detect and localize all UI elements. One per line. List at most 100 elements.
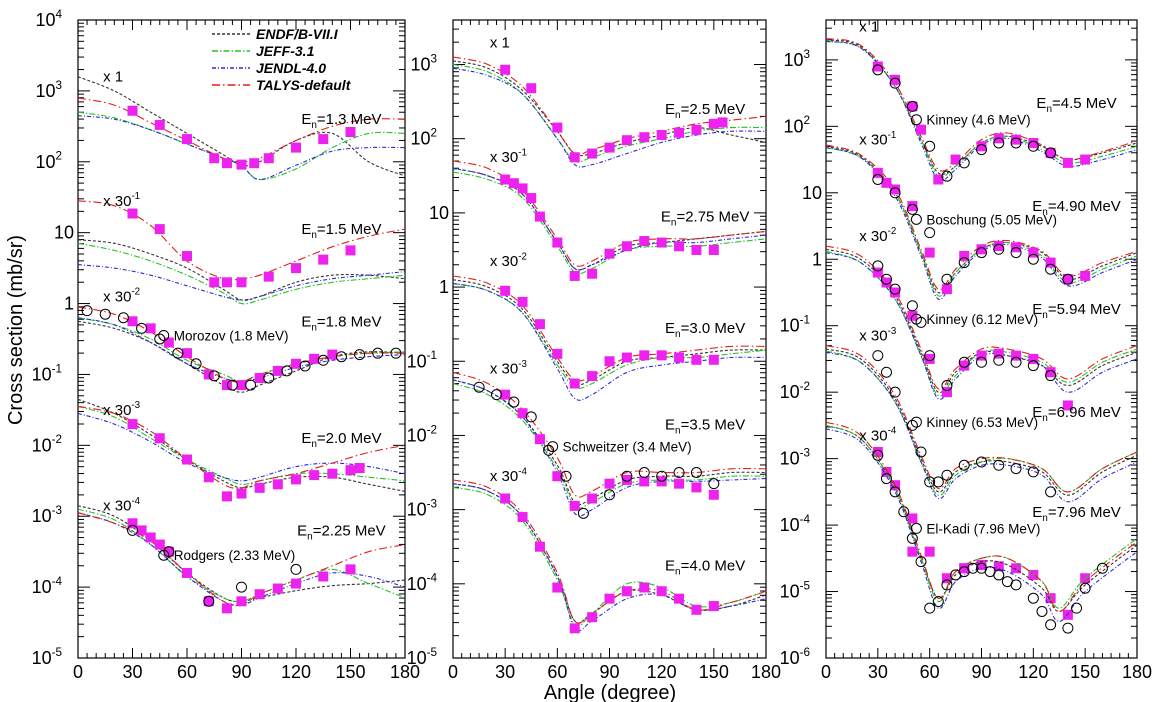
talys-point (881, 277, 892, 288)
talys-point (154, 539, 165, 550)
x-tick-label: 120 (281, 662, 311, 682)
experiment-point (880, 473, 892, 485)
experiment-point (117, 312, 129, 324)
talys-point (604, 356, 615, 367)
scale-factor-label: x 30-3 (490, 359, 527, 378)
y-tick-label: 103 (410, 52, 437, 74)
talys-point (993, 561, 1004, 572)
experiment-point (1045, 370, 1057, 382)
x-tick-label: 0 (821, 662, 831, 682)
talys-point (993, 348, 1004, 359)
experiment-point (372, 347, 384, 359)
talys-point (656, 586, 667, 597)
experiment-point (915, 556, 927, 568)
x-tick-label: 150 (1070, 662, 1100, 682)
experiment-point (208, 370, 220, 382)
talys-point (872, 167, 883, 178)
talys-point (656, 129, 667, 140)
talys-point (291, 578, 301, 589)
experiment-point (656, 470, 668, 482)
y-tick-label: 1 (439, 277, 449, 297)
talys-point (1028, 137, 1039, 148)
experiment-point (236, 581, 247, 593)
talys-point (534, 319, 545, 330)
talys-point (145, 323, 156, 334)
experiment-point (898, 506, 910, 518)
talys-point (327, 468, 338, 479)
experiment-point (889, 386, 901, 398)
endf-curve (825, 348, 1138, 496)
talys-point (569, 378, 580, 389)
experiment-point (299, 360, 311, 372)
y-tick-label: 10-4 (407, 572, 438, 594)
experiment-point (976, 356, 987, 368)
experiment-point (490, 389, 502, 401)
talys-point (959, 360, 970, 371)
talys-point (872, 446, 883, 457)
experiment-point (932, 476, 944, 488)
jeff-curve (77, 405, 406, 485)
talys-point (993, 240, 1004, 251)
talys-point (263, 153, 274, 164)
reference-marker (910, 416, 922, 428)
reference-marker (910, 114, 922, 126)
talys-point (508, 178, 519, 189)
jendl-curve (452, 282, 767, 401)
talys-point (890, 74, 901, 85)
reference-label: Schweitzer (3.4 MeV) (563, 440, 692, 455)
talys-point (236, 380, 247, 391)
experiment-point (354, 349, 366, 361)
talys-point (182, 134, 192, 145)
experiment-point (1062, 622, 1074, 634)
jendl-curve (77, 412, 406, 482)
talys-point (203, 369, 214, 380)
jendl-curve (825, 351, 1138, 503)
talys-point (145, 532, 156, 543)
talys-point (621, 474, 632, 485)
legend-label: JENDL-4.0 (256, 60, 326, 76)
energy-label: En=1.3 MeV (301, 111, 381, 131)
talys-point (500, 389, 511, 400)
talys-point (291, 474, 301, 485)
experiment-point (245, 379, 257, 391)
energy-label: En=2.75 MeV (661, 209, 750, 229)
talys-point (708, 601, 719, 612)
talys-point (209, 153, 220, 164)
x-tick-label: 30 (495, 662, 515, 682)
experiment-point (543, 444, 555, 456)
y-tick-label: 102 (410, 127, 437, 149)
talys-point (154, 119, 165, 130)
experiment-point (263, 372, 275, 384)
talys-point (1062, 157, 1073, 168)
x-axis-label: Angle (degree) (544, 682, 676, 702)
experiment-point (993, 569, 1005, 581)
x-tick-label: 150 (335, 662, 365, 682)
talys-point (318, 254, 329, 265)
reference-marker (158, 329, 170, 341)
experiment-point (924, 350, 936, 362)
x-tick-label: 180 (390, 662, 420, 682)
talys-point (534, 541, 545, 552)
experiment-point (941, 579, 953, 591)
experiment-point (976, 247, 987, 259)
experiment-point (880, 273, 892, 285)
experiment-point (621, 470, 633, 482)
energy-label: En=6.96 MeV (1032, 404, 1121, 424)
reference-marker (910, 313, 922, 325)
talys-point (674, 352, 685, 363)
talys-point (604, 593, 615, 604)
talys-point (907, 513, 918, 524)
energy-label: En=3.5 MeV (665, 416, 745, 436)
experiment-point (1010, 137, 1022, 149)
reference-marker (910, 522, 922, 534)
talys-point (639, 476, 650, 487)
energy-group-3: x 30-2 En=3.0 MeV (452, 251, 767, 401)
y-tick-label: 10-3 (32, 504, 62, 526)
talys-point (924, 353, 935, 364)
talys-point (127, 419, 138, 430)
x-tick-label: 30 (122, 662, 142, 682)
y-tick-label: 10-2 (32, 433, 62, 455)
talys-point (674, 241, 685, 252)
talys-point (552, 471, 563, 482)
